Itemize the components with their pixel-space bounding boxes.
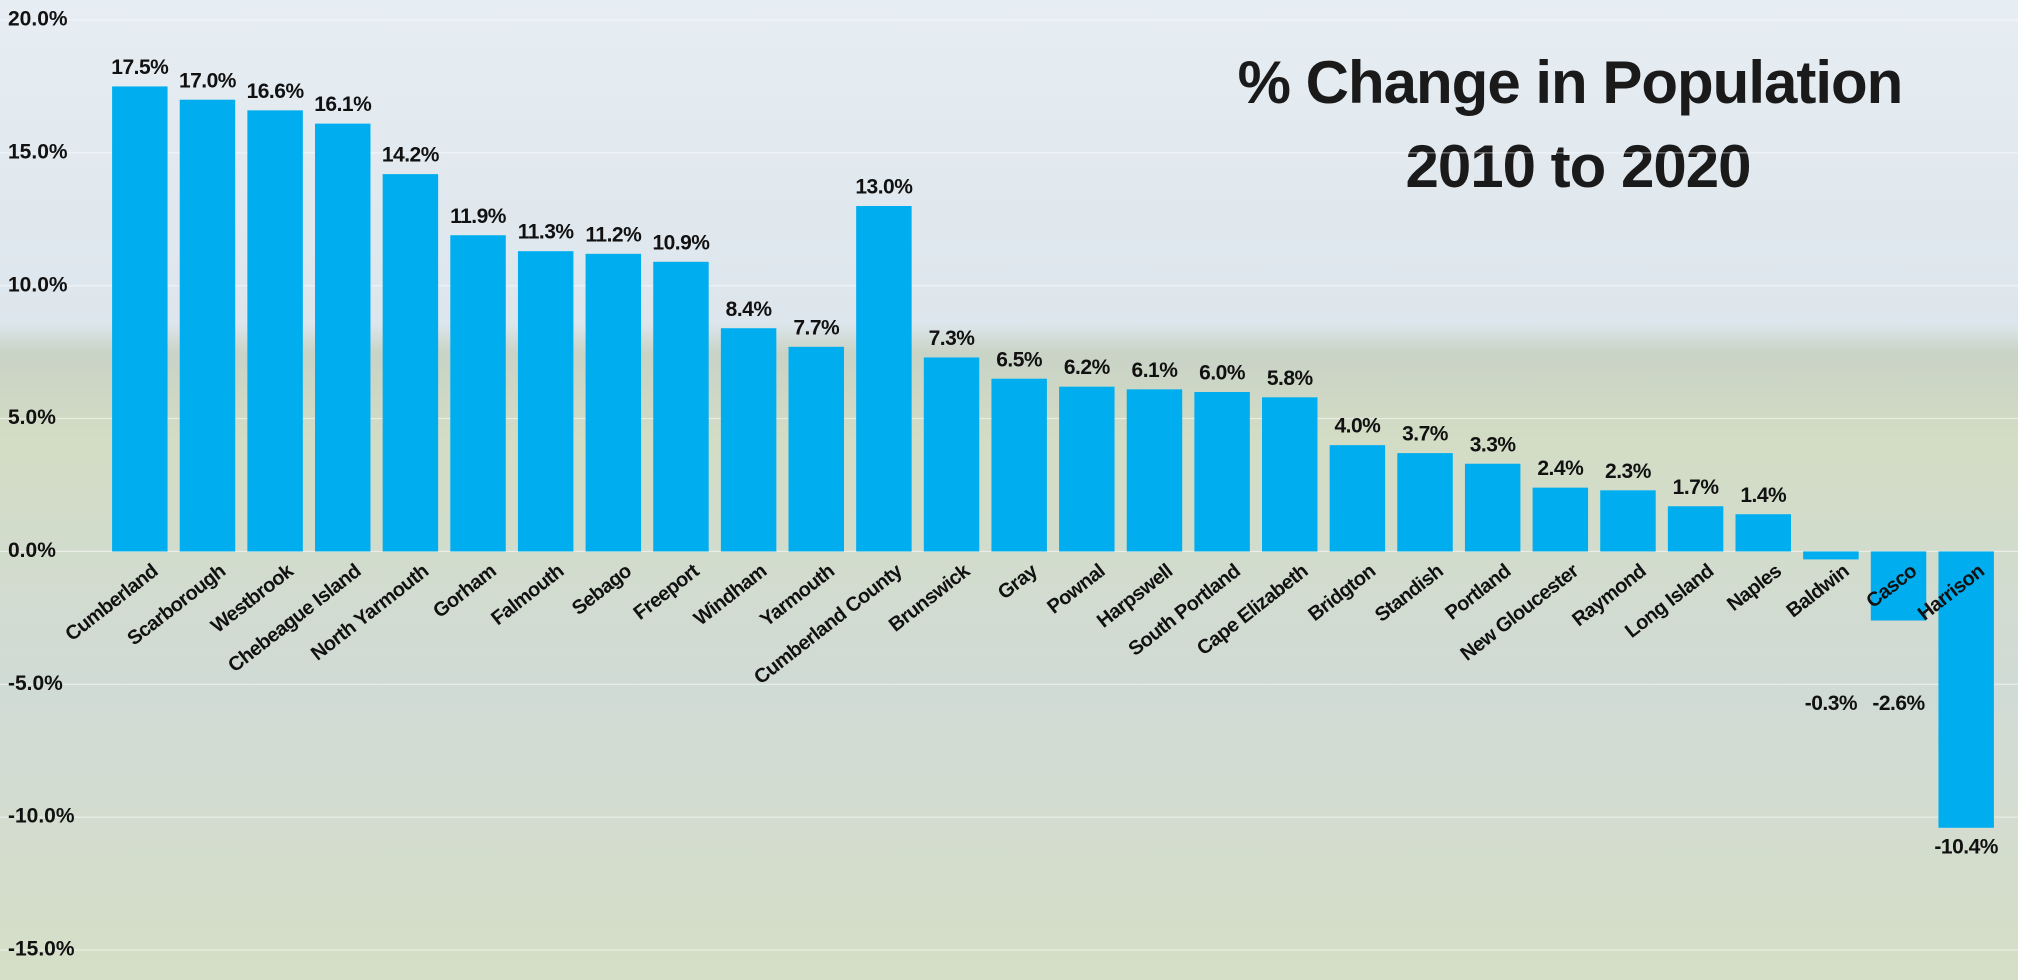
y-tick-label: -10.0%: [8, 805, 75, 828]
bar: [450, 235, 505, 551]
value-label: 14.2%: [382, 144, 440, 167]
value-label: 3.3%: [1470, 433, 1517, 456]
bar: [1059, 387, 1114, 552]
y-tick-label: 0.0%: [8, 539, 56, 562]
value-label: 6.5%: [996, 348, 1043, 371]
bar: [1803, 551, 1858, 559]
bar: [383, 174, 438, 551]
value-label: 5.8%: [1267, 367, 1314, 390]
bar: [721, 328, 776, 551]
y-tick-label: -5.0%: [8, 672, 63, 695]
bar: [1127, 389, 1182, 551]
bar: [1736, 514, 1791, 551]
bar: [586, 254, 641, 552]
bar: [1194, 392, 1249, 551]
value-label: 11.3%: [518, 221, 575, 244]
value-label: 3.7%: [1402, 423, 1449, 446]
y-tick-label: 10.0%: [8, 273, 68, 296]
value-label: 11.9%: [450, 205, 507, 228]
bar: [1262, 397, 1317, 551]
value-label: 4.0%: [1334, 415, 1381, 438]
bar: [924, 357, 979, 551]
value-label: 8.4%: [726, 298, 773, 321]
chart: % Change in Population 2010 to 2020 -15.…: [0, 0, 2018, 980]
y-tick-label: 5.0%: [8, 406, 56, 429]
value-label: 1.4%: [1740, 484, 1787, 507]
bar: [1330, 445, 1385, 551]
bar: [518, 251, 573, 551]
value-label: 7.7%: [793, 316, 840, 339]
bar: [789, 347, 844, 552]
value-label: 7.3%: [929, 327, 976, 350]
value-label: 16.1%: [314, 93, 372, 116]
bar: [1600, 490, 1655, 551]
bar: [1668, 506, 1723, 551]
value-label: -2.6%: [1872, 692, 1925, 715]
value-label: 6.2%: [1064, 356, 1111, 379]
y-tick-label: 20.0%: [8, 8, 68, 31]
bar: [180, 100, 235, 552]
value-label: 10.9%: [652, 231, 710, 254]
value-label: 2.4%: [1537, 457, 1584, 480]
chart-title: % Change in Population: [1238, 49, 1903, 116]
value-label: 17.0%: [179, 69, 237, 92]
value-label: -0.3%: [1805, 692, 1858, 715]
bar: [1397, 453, 1452, 551]
bar: [315, 124, 370, 552]
bar: [112, 86, 167, 551]
value-label: 13.0%: [855, 176, 913, 199]
value-label: -10.4%: [1934, 835, 1998, 858]
bar: [856, 206, 911, 551]
value-label: 16.6%: [247, 80, 305, 103]
value-label: 6.1%: [1132, 359, 1179, 382]
bar: [247, 110, 302, 551]
y-tick-label: -15.0%: [8, 938, 75, 961]
bar: [1465, 464, 1520, 552]
value-label: 11.2%: [585, 223, 642, 246]
value-label: 2.3%: [1605, 460, 1652, 483]
bar: [991, 379, 1046, 552]
y-tick-label: 15.0%: [8, 140, 68, 163]
bar: [653, 262, 708, 552]
bar: [1533, 488, 1588, 552]
value-label: 6.0%: [1199, 362, 1246, 385]
chart-title: 2010 to 2020: [1406, 133, 1751, 200]
value-label: 1.7%: [1673, 476, 1720, 499]
value-label: 17.5%: [111, 56, 169, 79]
